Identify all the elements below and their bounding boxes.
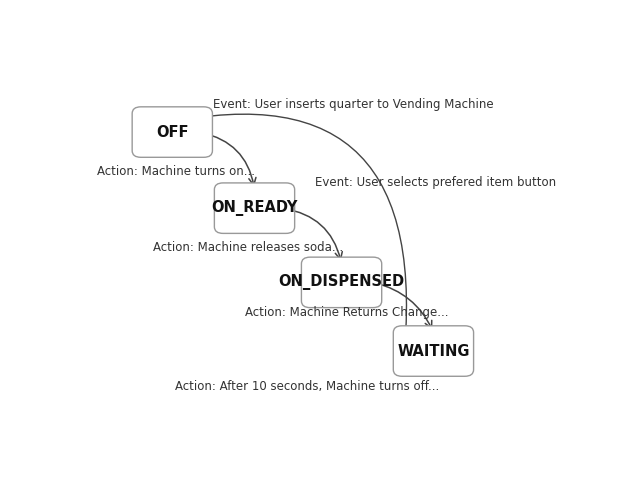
Text: OFF: OFF bbox=[156, 124, 188, 140]
Text: WAITING: WAITING bbox=[397, 344, 470, 359]
Text: Event: User inserts quarter to Vending Machine: Event: User inserts quarter to Vending M… bbox=[213, 98, 494, 111]
Text: Action: Machine releases soda...: Action: Machine releases soda... bbox=[153, 241, 343, 254]
Text: Action: Machine Returns Change...: Action: Machine Returns Change... bbox=[245, 306, 448, 319]
FancyBboxPatch shape bbox=[393, 326, 474, 376]
Text: ON_DISPENSED: ON_DISPENSED bbox=[278, 274, 404, 290]
Text: Event: User selects prefered item button: Event: User selects prefered item button bbox=[315, 175, 556, 188]
Text: ON_READY: ON_READY bbox=[212, 200, 298, 216]
Text: Action: After 10 seconds, Machine turns off...: Action: After 10 seconds, Machine turns … bbox=[175, 380, 439, 393]
FancyBboxPatch shape bbox=[301, 257, 382, 308]
FancyBboxPatch shape bbox=[132, 107, 212, 157]
Text: Action: Machine turns on...: Action: Machine turns on... bbox=[97, 164, 255, 177]
FancyBboxPatch shape bbox=[215, 183, 295, 233]
